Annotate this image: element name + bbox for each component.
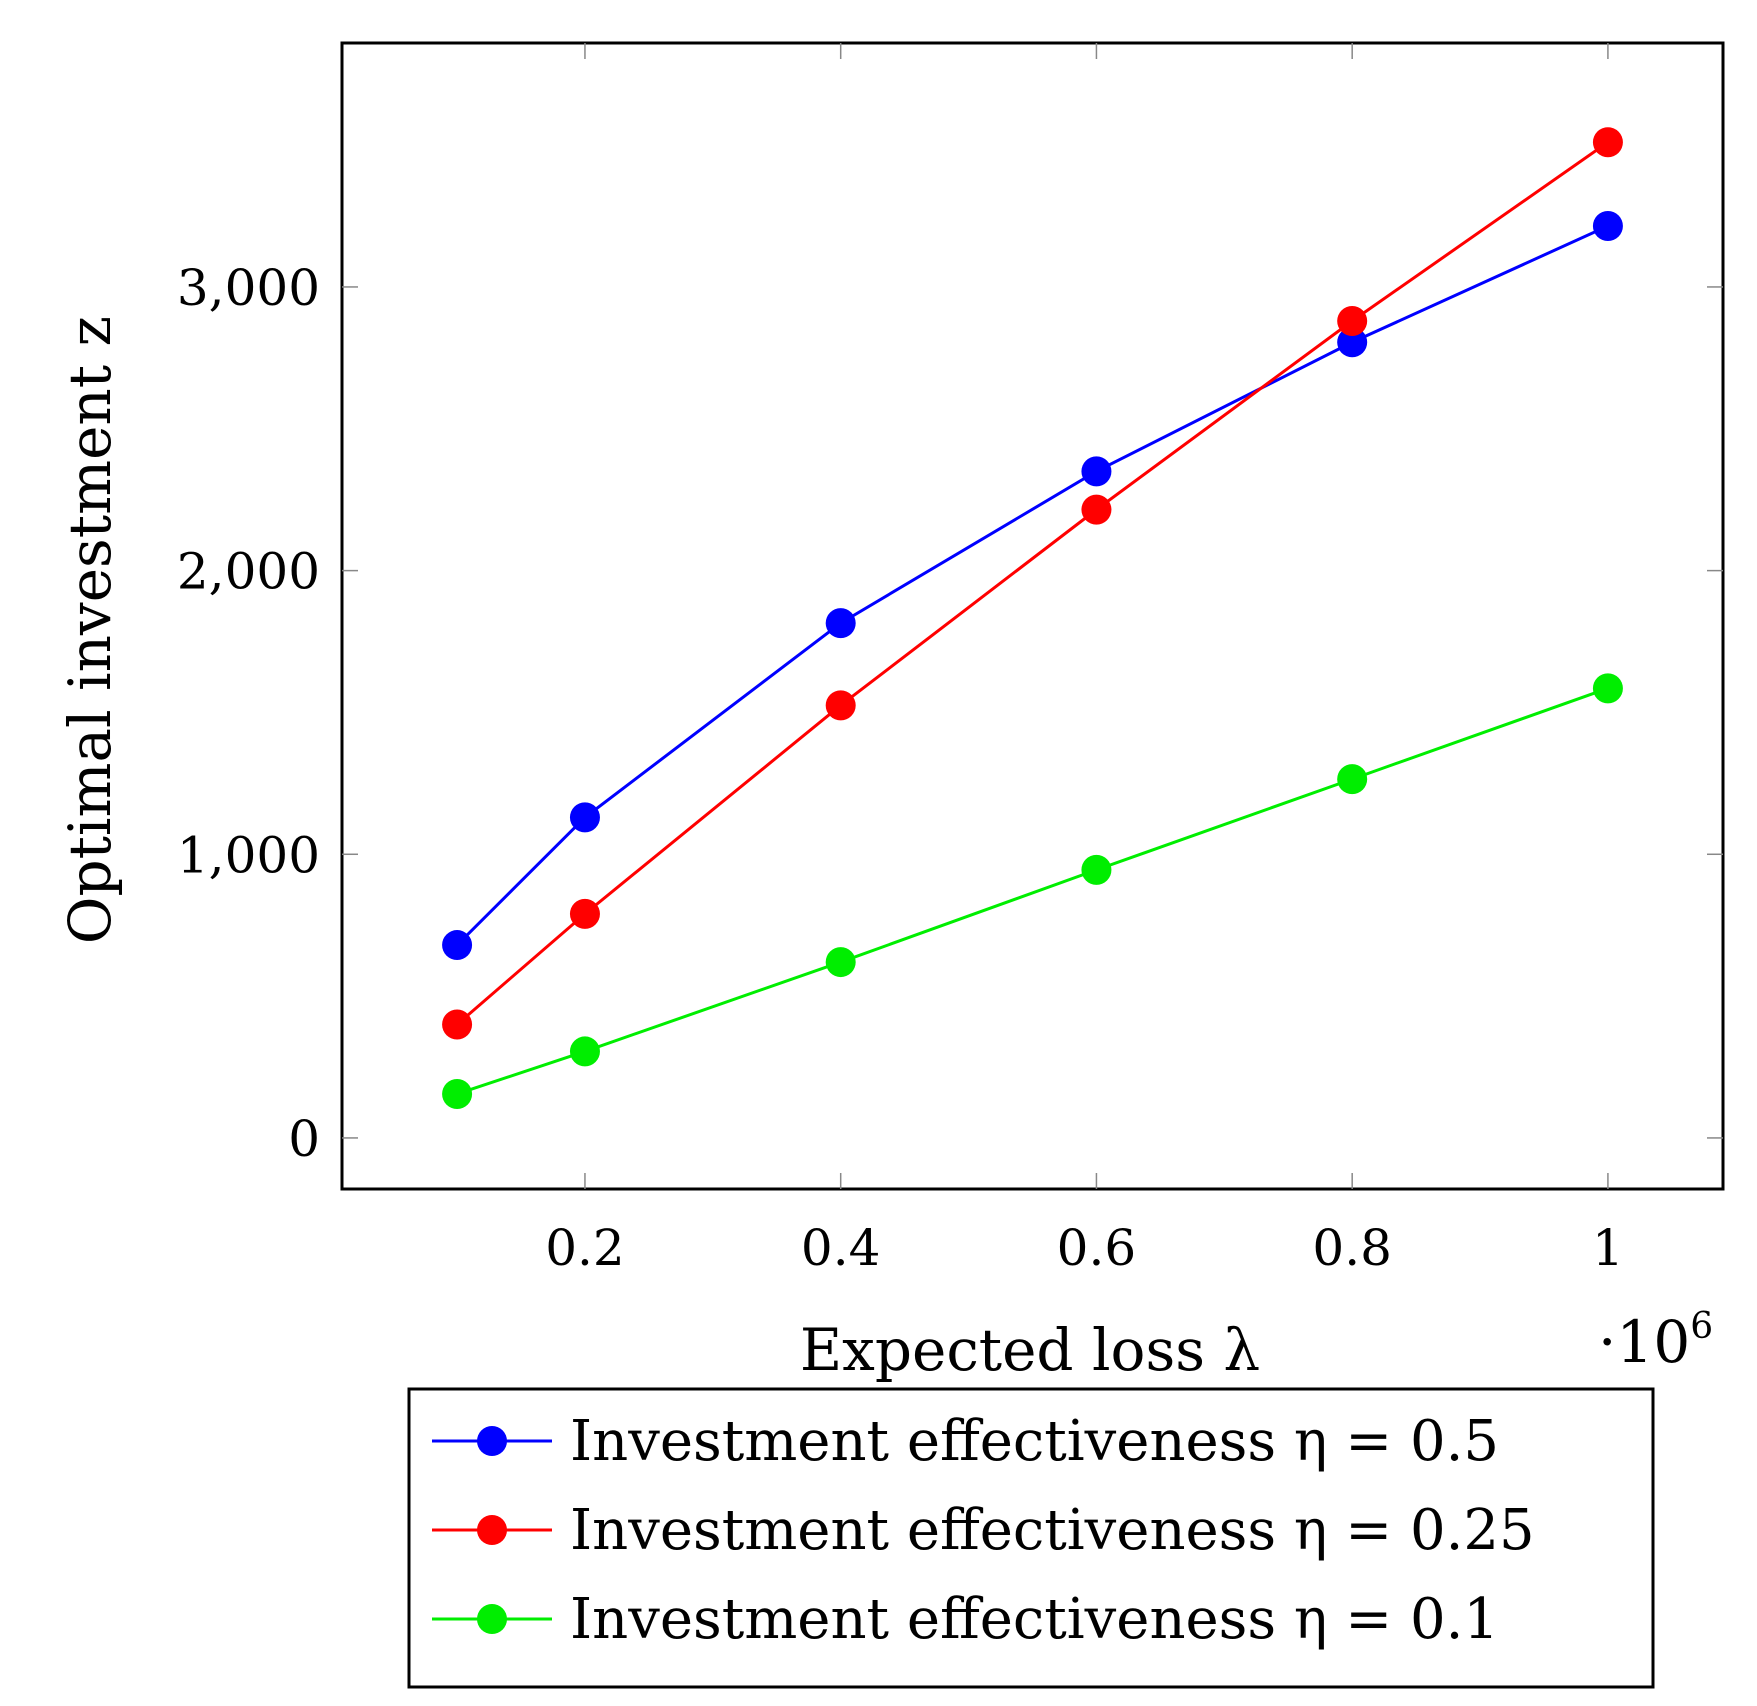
data-point: [1337, 764, 1368, 795]
data-point: [442, 930, 473, 961]
plot-frame: [340, 41, 1725, 1191]
data-point: [1081, 854, 1112, 885]
series-line: [456, 224, 1609, 947]
x-axis-scale-exponent: 6: [1690, 1306, 1713, 1347]
x-tick-label: 0.6: [1057, 1219, 1137, 1277]
legend-box: [407, 1387, 1655, 1689]
plot-area: [340, 41, 1725, 1191]
data-point: [825, 608, 856, 639]
data-point: [1337, 327, 1368, 358]
legend-label: Investment effectiveness η = 0.25: [570, 1498, 1535, 1563]
y-tick-label: 0: [288, 1110, 320, 1168]
x-tick-label: 0.2: [545, 1219, 625, 1277]
legend-item-2: Investment effectiveness η = 0.25: [432, 1498, 1535, 1563]
x-axis-scale-note: ·106: [1598, 1306, 1713, 1376]
data-point: [1337, 305, 1368, 336]
data-point: [825, 690, 856, 721]
legend-label: Investment effectiveness η = 0.1: [570, 1587, 1499, 1652]
data-point: [442, 1078, 473, 1109]
data-point: [1592, 673, 1623, 704]
legend: Investment effectiveness η = 0.5 Investme…: [407, 1387, 1655, 1689]
data-point: [1081, 456, 1112, 487]
y-tick-label: 1,000: [177, 826, 320, 884]
x-tick-label: 0.8: [1312, 1219, 1392, 1277]
data-point: [569, 802, 600, 833]
legend-marker: [477, 1426, 507, 1456]
legend-marker: [477, 1515, 507, 1545]
legend-item-1: Investment effectiveness η = 0.5: [432, 1409, 1499, 1474]
data-point: [569, 898, 600, 929]
x-axis-title: Expected loss λ: [800, 1316, 1260, 1384]
data-point: [825, 947, 856, 978]
y-axis: 0 1,000 2,000 3,000: [177, 259, 1723, 1168]
series-2: [442, 127, 1623, 1040]
legend-label: Investment effectiveness η = 0.5: [570, 1409, 1499, 1474]
legend-marker: [477, 1604, 507, 1634]
x-tick-label: 1: [1592, 1219, 1624, 1277]
data-point: [1592, 210, 1623, 241]
data-point: [1081, 494, 1112, 525]
legend-item-3: Investment effectiveness η = 0.1: [432, 1587, 1499, 1652]
data-point: [569, 1036, 600, 1067]
x-axis: 0.2 0.4 0.6 0.8 1: [545, 43, 1624, 1277]
y-tick-label: 3,000: [177, 259, 320, 317]
y-axis-title: Optimal investment z: [56, 316, 124, 944]
data-point: [1592, 127, 1623, 158]
series-line: [456, 686, 1609, 1096]
data-point: [442, 1009, 473, 1040]
series-layer: [442, 127, 1623, 1109]
y-tick-label: 2,000: [177, 543, 320, 601]
series-1: [442, 210, 1623, 961]
series-line: [456, 141, 1609, 1026]
x-tick-label: 0.4: [801, 1219, 881, 1277]
series-3: [442, 673, 1623, 1109]
